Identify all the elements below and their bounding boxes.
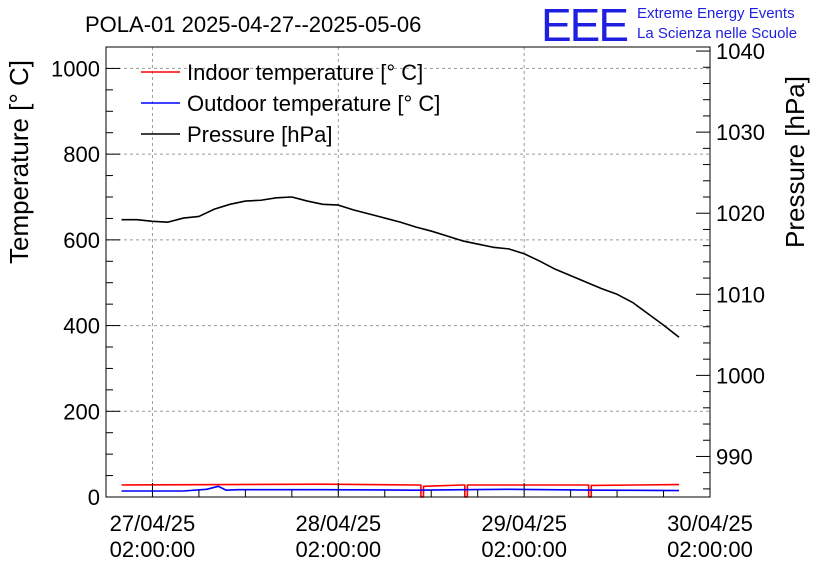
x-tick-label-date-2: 29/04/25: [481, 511, 567, 536]
logo-text-line-2: La Scienza nelle Scuole: [637, 25, 797, 42]
legend-label-1: Outdoor temperature [° C]: [187, 91, 440, 116]
y-tick-label-0: 0: [88, 485, 100, 510]
plot-frame: [105, 46, 711, 498]
legend: Indoor temperature [° C] Outdoor temperat…: [141, 60, 440, 147]
x-tick-label-time-0: 02:00:00: [110, 537, 196, 562]
y2-tick-label-1: 1000: [716, 363, 765, 388]
y-tick-label-5: 1000: [51, 56, 100, 81]
y2-tick-label-4: 1030: [716, 120, 765, 145]
y2-tick-label-0: 990: [716, 444, 753, 469]
x-tick-label-date-0: 27/04/25: [110, 511, 196, 536]
legend-label-0: Indoor temperature [° C]: [187, 60, 423, 85]
y-tick-label-3: 600: [63, 228, 100, 253]
y2-tick-label-2: 1010: [716, 282, 765, 307]
logo-text-line-1: Extreme Energy Events: [637, 5, 795, 22]
y2-tick-label-5: 1040: [716, 39, 765, 64]
x-tick-label-date-1: 28/04/25: [295, 511, 381, 536]
legend-label-2: Pressure [hPa]: [187, 122, 333, 147]
x-tick-label-time-3: 02:00:00: [667, 537, 753, 562]
y-axis-label: Temperature [° C]: [4, 60, 34, 264]
x-tick-label-time-1: 02:00:00: [295, 537, 381, 562]
y2-tick-label-3: 1020: [716, 201, 765, 226]
series-line-2: [121, 196, 680, 338]
series-line-1: [121, 485, 680, 492]
eee-logo-mark: EEE: [541, 0, 627, 51]
y-tick-label-1: 200: [63, 399, 100, 424]
x-tick-label-date-3: 30/04/25: [667, 511, 753, 536]
y2-axis-label: Pressure [hPa]: [780, 76, 810, 248]
series-lines: [121, 196, 680, 498]
chart-title: POLA-01 2025-04-27--2025-05-06: [85, 12, 421, 37]
axes: 0 200 400 600 800 1000 990 1000 1010 1020 1030 1040…: [51, 39, 765, 562]
y-tick-label-2: 400: [63, 314, 100, 339]
y-tick-label-4: 800: [63, 142, 100, 167]
x-tick-label-time-2: 02:00:00: [481, 537, 567, 562]
